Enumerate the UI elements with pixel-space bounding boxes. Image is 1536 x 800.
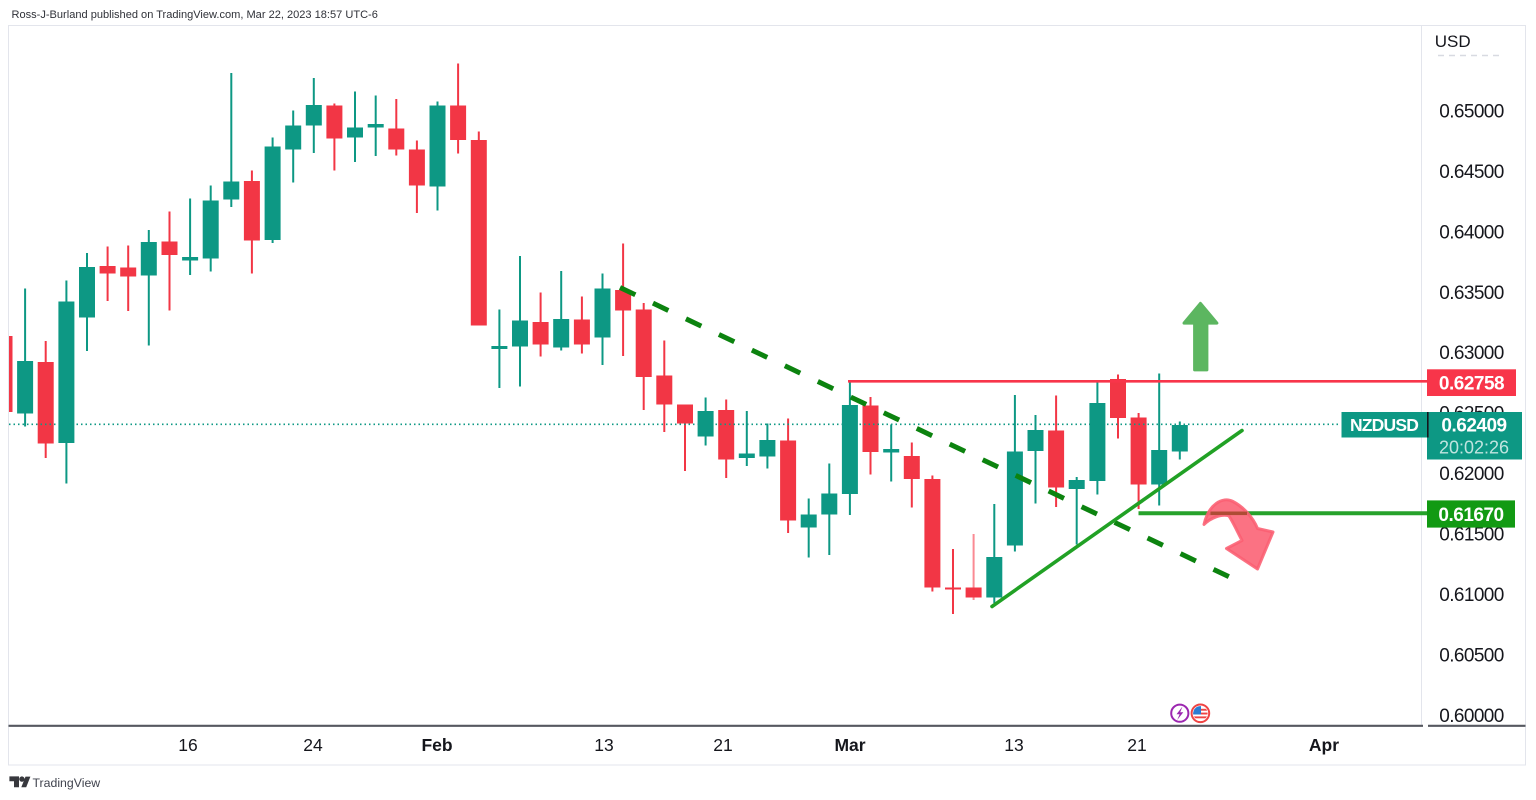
- svg-text:Apr: Apr: [1309, 735, 1339, 755]
- svg-text:Feb: Feb: [421, 735, 452, 755]
- svg-text:Mar: Mar: [834, 735, 865, 755]
- svg-text:16: 16: [178, 735, 197, 755]
- svg-text:0.64000: 0.64000: [1439, 223, 1504, 244]
- svg-text:24: 24: [303, 735, 323, 755]
- svg-text:13: 13: [1004, 735, 1023, 755]
- svg-text:0.61500: 0.61500: [1439, 524, 1504, 545]
- svg-text:13: 13: [594, 735, 613, 755]
- svg-text:0.62758: 0.62758: [1439, 373, 1504, 394]
- svg-text:0.63000: 0.63000: [1439, 343, 1504, 364]
- svg-text:0.62409: 0.62409: [1441, 416, 1506, 437]
- svg-text:0.64500: 0.64500: [1439, 162, 1504, 183]
- svg-text:0.63500: 0.63500: [1439, 283, 1504, 304]
- svg-text:21: 21: [713, 735, 732, 755]
- svg-text:0.62000: 0.62000: [1439, 464, 1504, 485]
- svg-text:0.61000: 0.61000: [1439, 585, 1504, 606]
- svg-text:0.65000: 0.65000: [1439, 102, 1504, 123]
- svg-text:0.61670: 0.61670: [1438, 505, 1503, 526]
- svg-text:Ross-J-Burland published on Tr: Ross-J-Burland published on TradingView.…: [12, 9, 378, 21]
- svg-text:NZDUSD: NZDUSD: [1350, 415, 1418, 435]
- svg-text:0.60500: 0.60500: [1439, 646, 1504, 667]
- svg-text:USD: USD: [1435, 32, 1471, 51]
- svg-text:0.60000: 0.60000: [1439, 706, 1504, 727]
- svg-text:TradingView: TradingView: [33, 776, 101, 790]
- svg-text:21: 21: [1127, 735, 1146, 755]
- svg-text:20:02:26: 20:02:26: [1439, 438, 1509, 458]
